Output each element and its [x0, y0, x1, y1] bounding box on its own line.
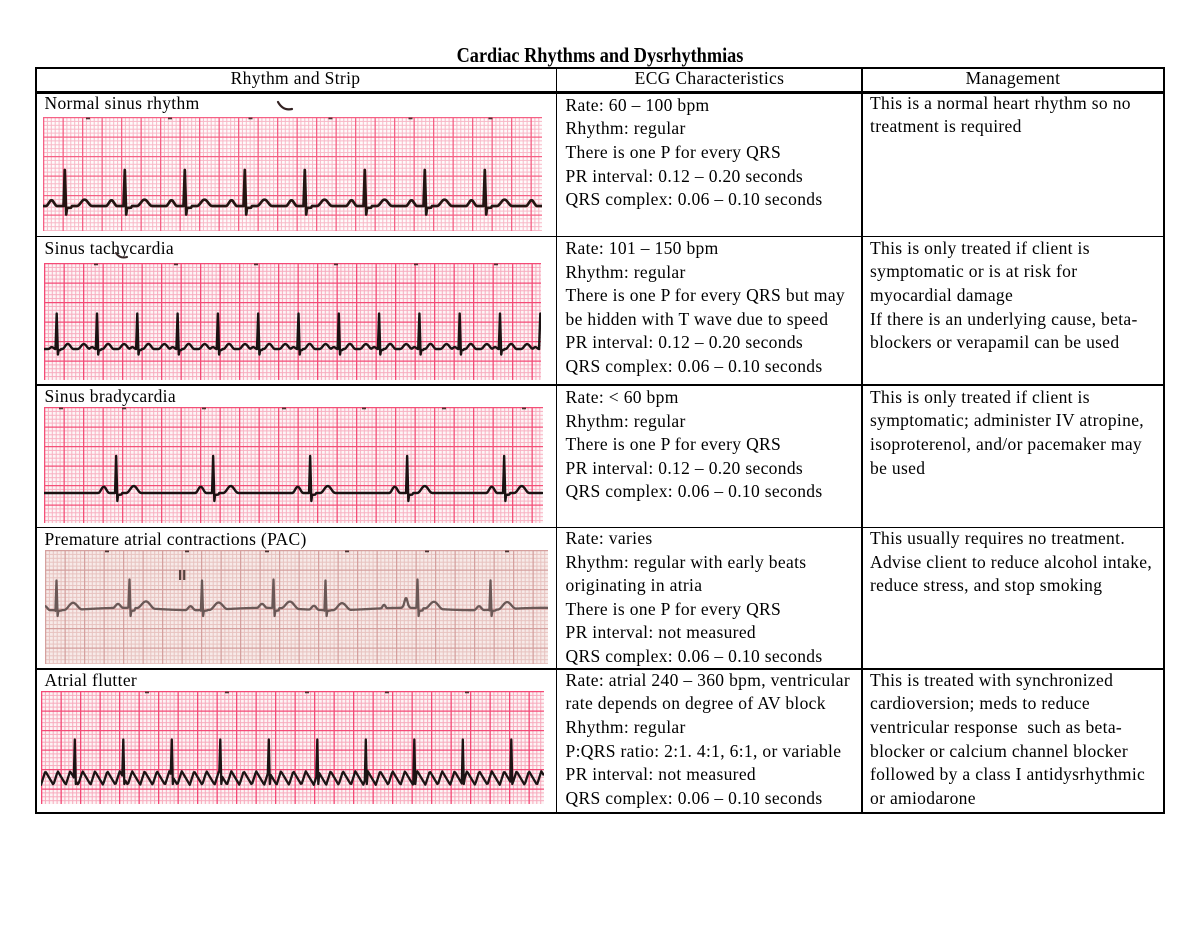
svg-text:II: II: [178, 567, 186, 584]
